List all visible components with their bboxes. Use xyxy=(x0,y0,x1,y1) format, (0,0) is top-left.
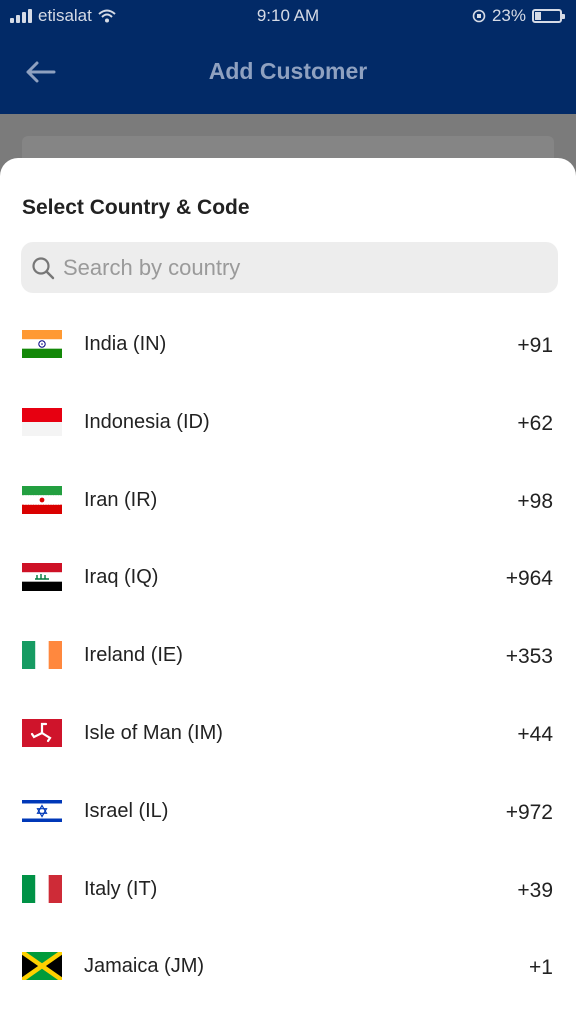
arrow-left-icon xyxy=(26,61,56,83)
italy-flag-icon xyxy=(22,874,62,903)
wifi-icon xyxy=(98,9,116,23)
page-title: Add Customer xyxy=(208,58,368,84)
country-picker-sheet: Select Country & Code India (IN) +91 xyxy=(0,158,576,1024)
jamaica-flag-icon xyxy=(22,952,62,981)
app-bar: etisalat 9:10 AM 23% Add Customer xyxy=(0,0,576,114)
orientation-lock-icon xyxy=(472,9,486,23)
signal-icon xyxy=(10,9,32,23)
country-code: +91 xyxy=(517,334,553,357)
country-code: +964 xyxy=(505,567,553,591)
country-code: +353 xyxy=(505,645,553,669)
country-name: Iraq (IQ) xyxy=(84,566,159,589)
country-code: +39 xyxy=(517,878,553,902)
isle-of-man-flag-icon xyxy=(22,718,62,747)
battery-percent: 23% xyxy=(491,6,526,25)
status-time: 9:10 AM xyxy=(256,6,320,25)
search-input[interactable] xyxy=(63,254,533,281)
country-row-ir[interactable]: Iran (IR) +98 xyxy=(0,462,576,540)
country-row-ie[interactable]: Ireland (IE) +353 xyxy=(0,617,576,695)
sheet-title: Select Country & Code xyxy=(22,196,250,219)
country-row-il[interactable]: Israel (IL) +972 xyxy=(0,773,576,851)
country-row-im[interactable]: Isle of Man (IM) +44 xyxy=(0,695,576,773)
status-bar: etisalat 9:10 AM 23% xyxy=(0,0,576,30)
country-list: India (IN) +91 Indonesia (ID) +62 Iran (… xyxy=(0,306,576,1006)
country-name: Isle of Man (IM) xyxy=(84,721,223,744)
country-row-iq[interactable]: Iraq (IQ) +964 xyxy=(0,539,576,617)
country-row-in[interactable]: India (IN) +91 xyxy=(0,306,576,384)
iraq-flag-icon xyxy=(22,563,62,592)
country-code: +98 xyxy=(517,489,553,513)
country-name: India (IN) xyxy=(84,333,167,355)
iran-flag-icon xyxy=(22,485,62,514)
country-name: Indonesia (ID) xyxy=(84,410,210,433)
indonesia-flag-icon xyxy=(22,407,62,436)
country-row-id[interactable]: Indonesia (ID) +62 xyxy=(0,384,576,462)
country-code: +1 xyxy=(529,956,553,980)
country-name: Iran (IR) xyxy=(84,488,158,511)
country-name: Israel (IL) xyxy=(84,799,169,822)
country-row-jm[interactable]: Jamaica (JM) +1 xyxy=(0,928,576,1006)
israel-flag-icon xyxy=(22,796,62,825)
country-name: Italy (IT) xyxy=(84,877,158,900)
country-name: Ireland (IE) xyxy=(84,644,183,667)
country-name: Jamaica (JM) xyxy=(84,955,205,978)
ireland-flag-icon xyxy=(22,641,62,670)
back-button[interactable] xyxy=(18,54,62,90)
india-flag-icon xyxy=(22,330,62,358)
country-code: +972 xyxy=(505,800,553,824)
country-code: +44 xyxy=(517,722,553,746)
country-code: +62 xyxy=(517,411,553,435)
country-row-it[interactable]: Italy (IT) +39 xyxy=(0,851,576,929)
search-icon xyxy=(32,256,55,279)
carrier-label: etisalat xyxy=(38,6,92,25)
search-bar[interactable] xyxy=(21,242,558,293)
battery-icon xyxy=(532,9,565,23)
